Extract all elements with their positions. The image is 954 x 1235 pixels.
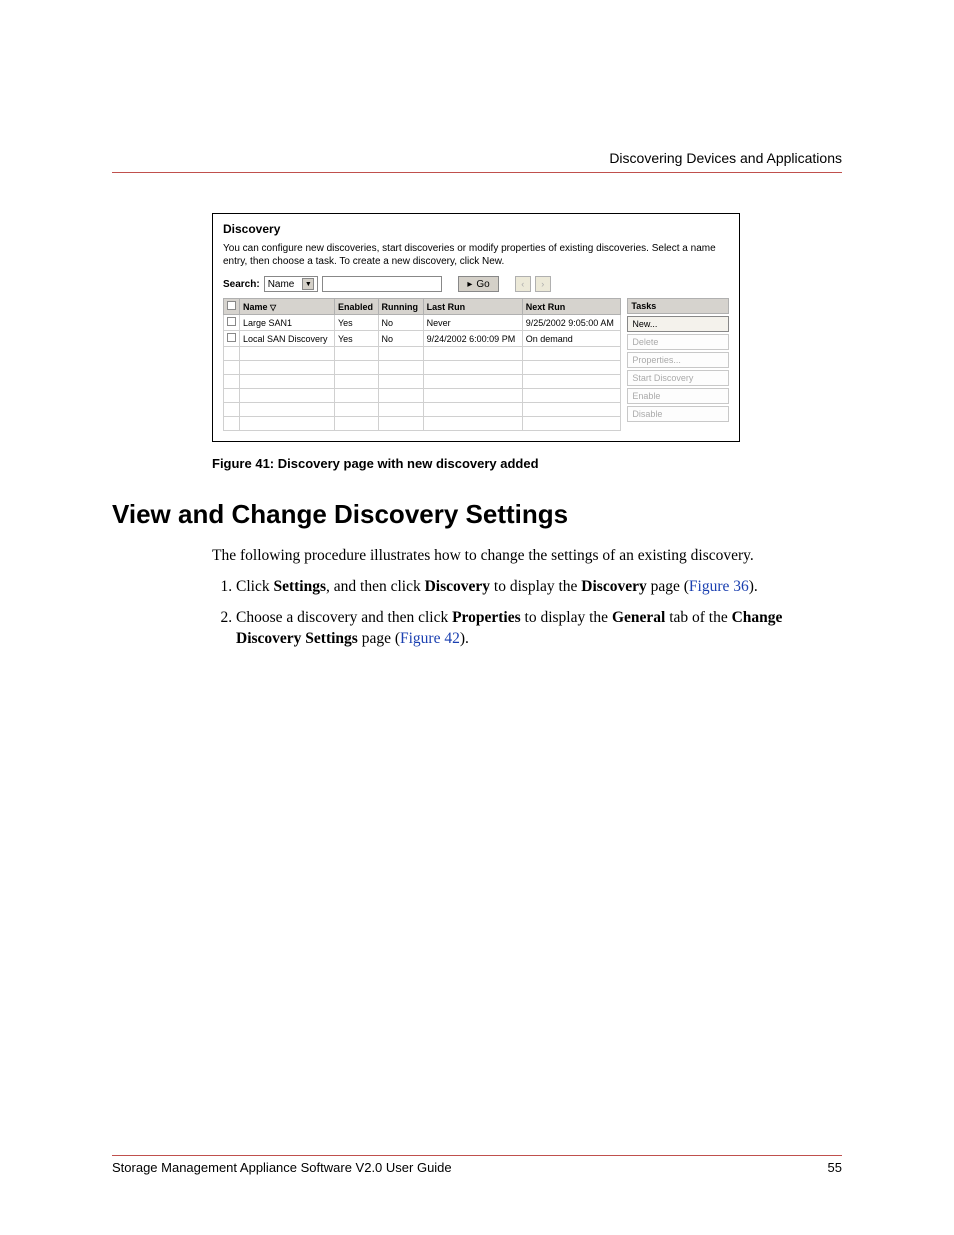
table-row — [224, 361, 621, 375]
tasks-header: Tasks — [627, 298, 729, 314]
start-discovery-button[interactable]: Start Discovery — [627, 370, 729, 386]
figure-42-link[interactable]: Figure 42 — [400, 630, 460, 647]
col-checkbox[interactable] — [224, 299, 240, 315]
new-button[interactable]: New... — [627, 316, 729, 332]
disable-button[interactable]: Disable — [627, 406, 729, 422]
chevron-down-icon: ▼ — [302, 278, 314, 290]
col-name[interactable]: Name ▽ — [240, 299, 335, 315]
col-enabled[interactable]: Enabled — [334, 299, 378, 315]
step-2: Choose a discovery and then click Proper… — [236, 608, 842, 650]
table-header-row: Name ▽ Enabled Running Last Run Next Run — [224, 299, 621, 315]
header-section-title: Discovering Devices and Applications — [112, 150, 842, 166]
cell-nextrun: On demand — [522, 331, 621, 347]
cell-name: Large SAN1 — [240, 315, 335, 331]
discovery-screenshot: Discovery You can configure new discover… — [212, 213, 740, 442]
cell-running: No — [378, 315, 423, 331]
panel-title: Discovery — [223, 222, 729, 236]
intro-paragraph: The following procedure illustrates how … — [212, 546, 842, 567]
cell-running: No — [378, 331, 423, 347]
search-field-select[interactable]: Name ▼ — [264, 276, 319, 292]
delete-button[interactable]: Delete — [627, 334, 729, 350]
figure-caption: Figure 41: Discovery page with new disco… — [212, 456, 842, 471]
step-1: Click Settings, and then click Discovery… — [236, 577, 842, 598]
col-running[interactable]: Running — [378, 299, 423, 315]
tasks-panel: Tasks New... Delete Properties... Start … — [627, 298, 729, 431]
header-rule — [112, 172, 842, 173]
pager-next-button[interactable]: › — [535, 276, 551, 292]
table-row — [224, 417, 621, 431]
row-checkbox[interactable] — [227, 333, 236, 342]
table-row[interactable]: Local SAN Discovery Yes No 9/24/2002 6:0… — [224, 331, 621, 347]
panel-description: You can configure new discoveries, start… — [223, 242, 729, 268]
table-row[interactable]: Large SAN1 Yes No Never 9/25/2002 9:05:0… — [224, 315, 621, 331]
go-label: Go — [476, 279, 489, 290]
go-button[interactable]: ▸ Go — [458, 276, 498, 292]
section-heading: View and Change Discovery Settings — [112, 499, 842, 530]
page-number: 55 — [828, 1160, 842, 1175]
cell-nextrun: 9/25/2002 9:05:00 AM — [522, 315, 621, 331]
cell-lastrun: Never — [423, 315, 522, 331]
play-icon: ▸ — [467, 279, 472, 290]
row-checkbox[interactable] — [227, 317, 236, 326]
table-row — [224, 389, 621, 403]
search-label: Search: — [223, 279, 260, 290]
cell-name: Local SAN Discovery — [240, 331, 335, 347]
discovery-table: Name ▽ Enabled Running Last Run Next Run… — [223, 298, 621, 431]
table-row — [224, 403, 621, 417]
figure-36-link[interactable]: Figure 36 — [689, 578, 749, 595]
col-nextrun[interactable]: Next Run — [522, 299, 621, 315]
cell-enabled: Yes — [334, 331, 378, 347]
col-lastrun[interactable]: Last Run — [423, 299, 522, 315]
cell-enabled: Yes — [334, 315, 378, 331]
search-field-value: Name — [268, 279, 295, 290]
cell-lastrun: 9/24/2002 6:00:09 PM — [423, 331, 522, 347]
search-input[interactable] — [322, 276, 442, 292]
table-row — [224, 347, 621, 361]
pager-prev-button[interactable]: ‹ — [515, 276, 531, 292]
table-row — [224, 375, 621, 389]
footer-title: Storage Management Appliance Software V2… — [112, 1160, 452, 1175]
page-footer: Storage Management Appliance Software V2… — [112, 1155, 842, 1175]
enable-button[interactable]: Enable — [627, 388, 729, 404]
footer-rule — [112, 1155, 842, 1156]
properties-button[interactable]: Properties... — [627, 352, 729, 368]
